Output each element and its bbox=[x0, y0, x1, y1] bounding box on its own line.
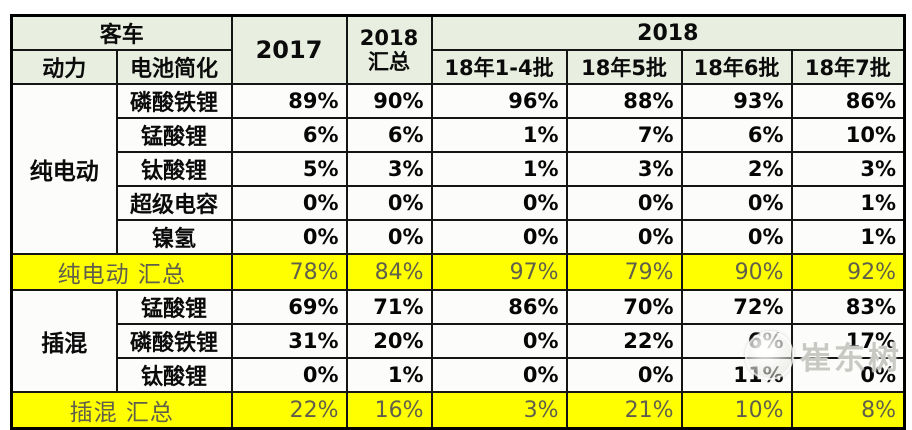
table-row: 锰酸锂 6% 6% 1% 7% 6% 10% bbox=[12, 117, 906, 153]
cell-value: 17% bbox=[790, 323, 906, 359]
cell-value: 1% bbox=[430, 151, 568, 187]
cell-value: 6% bbox=[230, 117, 348, 153]
table-row: 超级电容 0% 0% 0% 0% 0% 1% bbox=[12, 185, 906, 221]
header-2017: 2017 bbox=[230, 14, 348, 85]
row-label: 钛酸锂 bbox=[115, 151, 233, 187]
cell-value: 5% bbox=[230, 151, 348, 187]
header-row-1: 客车 2017 2018 汇总 2018 bbox=[10, 14, 906, 85]
cell-value: 90% bbox=[345, 83, 433, 119]
header-batch-5: 18年5批 bbox=[565, 49, 683, 85]
cell-value: 0% bbox=[430, 185, 568, 221]
cell-value: 69% bbox=[230, 289, 348, 325]
battery-share-table: 客车 2017 2018 汇总 2018 动力 电池简化 18年1-4批 18年… bbox=[10, 14, 907, 430]
cell-value: 6% bbox=[680, 117, 793, 153]
cell-value: 0% bbox=[565, 357, 683, 393]
cell-value: 0% bbox=[430, 357, 568, 393]
cell-value: 16% bbox=[345, 391, 433, 430]
cell-value: 22% bbox=[230, 391, 348, 430]
row-label: 磷酸铁锂 bbox=[115, 323, 233, 359]
header-2018-total-line2: 汇总 bbox=[368, 50, 411, 74]
cell-value: 0% bbox=[345, 185, 433, 221]
cell-value: 89% bbox=[230, 83, 348, 119]
header-vehicle-type: 客车 bbox=[10, 14, 233, 51]
table-row: 插混 锰酸锂 69% 71% 86% 70% 72% 83% bbox=[10, 289, 906, 393]
cell-value: 97% bbox=[430, 253, 568, 291]
group-cell-phev: 插混 bbox=[10, 289, 118, 393]
cell-value: 10% bbox=[790, 117, 906, 153]
row-label: 镍氢 bbox=[115, 219, 233, 255]
header-2018-total-line1: 2018 bbox=[359, 26, 419, 50]
summary-row-pure-ev: 纯电动 汇总 78% 84% 97% 79% 90% 92% bbox=[10, 253, 906, 291]
group-cell-pure-ev: 纯电动 bbox=[10, 83, 118, 255]
cell-value: 0% bbox=[230, 185, 348, 221]
cell-value: 86% bbox=[790, 83, 906, 119]
summary-label: 插混 汇总 bbox=[10, 391, 233, 430]
cell-value: 84% bbox=[345, 253, 433, 291]
header-batch-1-4: 18年1-4批 bbox=[430, 49, 568, 85]
table-row: 纯电动 磷酸铁锂 89% 90% 96% 88% 93% 86% bbox=[10, 83, 906, 255]
cell-value: 71% bbox=[345, 289, 433, 325]
cell-value: 90% bbox=[680, 253, 793, 291]
cell-value: 1% bbox=[790, 185, 906, 221]
header-power: 动力 bbox=[10, 49, 118, 85]
cell-value: 11% bbox=[680, 357, 793, 393]
cell-value: 0% bbox=[790, 357, 906, 393]
cell-value: 3% bbox=[430, 391, 568, 430]
header-batch-6: 18年6批 bbox=[680, 49, 793, 85]
cell-value: 8% bbox=[790, 391, 906, 430]
cell-value: 0% bbox=[230, 219, 348, 255]
cell-value: 0% bbox=[680, 185, 793, 221]
cell-value: 31% bbox=[230, 323, 348, 359]
cell-value: 0% bbox=[565, 185, 683, 221]
cell-value: 1% bbox=[790, 219, 906, 255]
cell-value: 7% bbox=[565, 117, 683, 153]
battery-share-table-page: 客车 2017 2018 汇总 2018 动力 电池简化 18年1-4批 18年… bbox=[10, 14, 907, 430]
table-row: 钛酸锂 0% 1% 0% 0% 11% 0% bbox=[12, 357, 906, 393]
cell-value: 0% bbox=[430, 219, 568, 255]
cell-value: 92% bbox=[790, 253, 906, 291]
row-label: 超级电容 bbox=[115, 185, 233, 221]
row-label: 磷酸铁锂 bbox=[115, 83, 233, 119]
summary-label: 纯电动 汇总 bbox=[10, 253, 233, 291]
cell-value: 0% bbox=[345, 219, 433, 255]
cell-value: 0% bbox=[680, 219, 793, 255]
cell-value: 21% bbox=[565, 391, 683, 430]
cell-value: 3% bbox=[790, 151, 906, 187]
header-2018: 2018 bbox=[430, 14, 906, 51]
row-label: 钛酸锂 bbox=[115, 357, 233, 393]
cell-value: 3% bbox=[565, 151, 683, 187]
cell-value: 1% bbox=[345, 357, 433, 393]
cell-value: 2% bbox=[680, 151, 793, 187]
cell-value: 93% bbox=[680, 83, 793, 119]
cell-value: 20% bbox=[345, 323, 433, 359]
table-row: 钛酸锂 5% 3% 1% 3% 2% 3% bbox=[12, 151, 906, 187]
cell-value: 79% bbox=[565, 253, 683, 291]
cell-value: 22% bbox=[565, 323, 683, 359]
row-label: 锰酸锂 bbox=[115, 117, 233, 153]
cell-value: 70% bbox=[565, 289, 683, 325]
cell-value: 0% bbox=[230, 357, 348, 393]
header-row-2: 动力 电池简化 18年1-4批 18年5批 18年6批 18年7批 bbox=[10, 49, 906, 85]
cell-value: 83% bbox=[790, 289, 906, 325]
cell-value: 96% bbox=[430, 83, 568, 119]
summary-row-phev: 插混 汇总 22% 16% 3% 21% 10% 8% bbox=[10, 391, 906, 430]
cell-value: 0% bbox=[430, 323, 568, 359]
cell-value: 10% bbox=[680, 391, 793, 430]
cell-value: 1% bbox=[430, 117, 568, 153]
table-row: 磷酸铁锂 31% 20% 0% 22% 6% 17% bbox=[12, 323, 906, 359]
cell-value: 6% bbox=[680, 323, 793, 359]
header-batch-7: 18年7批 bbox=[790, 49, 906, 85]
cell-value: 88% bbox=[565, 83, 683, 119]
cell-value: 78% bbox=[230, 253, 348, 291]
table-row: 镍氢 0% 0% 0% 0% 0% 1% bbox=[12, 219, 906, 255]
cell-value: 3% bbox=[345, 151, 433, 187]
cell-value: 86% bbox=[430, 289, 568, 325]
cell-value: 6% bbox=[345, 117, 433, 153]
cell-value: 72% bbox=[680, 289, 793, 325]
row-label: 锰酸锂 bbox=[115, 289, 233, 325]
cell-value: 0% bbox=[565, 219, 683, 255]
header-battery: 电池简化 bbox=[115, 49, 233, 85]
header-2018-total: 2018 汇总 bbox=[345, 14, 433, 85]
